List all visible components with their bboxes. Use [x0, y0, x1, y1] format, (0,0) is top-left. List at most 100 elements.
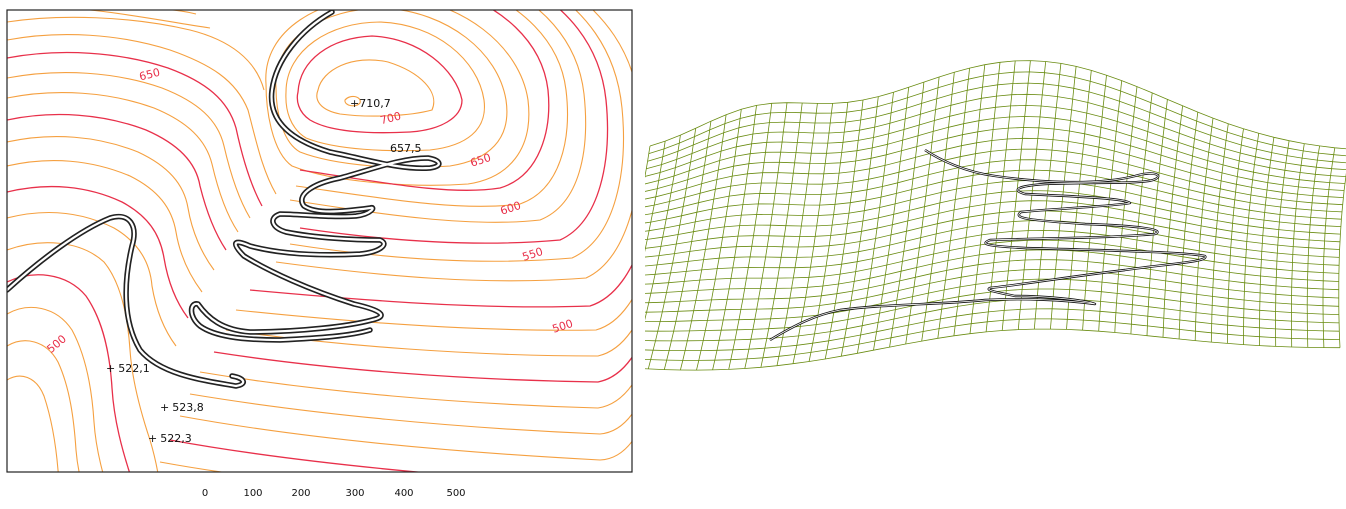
mesh-line — [633, 179, 1341, 234]
mesh-line — [857, 92, 894, 354]
mesh-line — [1146, 99, 1168, 336]
mesh-line — [646, 93, 1346, 171]
contour-label: 650 — [138, 66, 162, 84]
mesh-line — [1033, 63, 1062, 330]
contour-label: 600 — [499, 199, 523, 218]
contour-line — [7, 340, 80, 472]
mesh-line — [627, 210, 1340, 259]
scale-tick-label: 400 — [394, 488, 413, 499]
scale-tick-label: 500 — [446, 488, 465, 499]
contour-line — [275, 10, 508, 169]
mesh-line — [953, 64, 986, 336]
mesh-line — [840, 96, 879, 357]
contour-line — [7, 51, 263, 207]
spot-height-label: +522,3 — [148, 432, 192, 445]
mesh-line — [1114, 86, 1138, 333]
contour-line — [7, 34, 277, 195]
mesh-line — [663, 121, 712, 370]
contour-map: 650 700 650 600 550 500 500 +710,7 657,5… — [6, 9, 633, 499]
terrain-mesh-panel — [599, 0, 1346, 504]
contour-line — [225, 328, 632, 357]
contour-line — [159, 461, 226, 472]
contour-line — [235, 298, 632, 331]
contour-line — [213, 351, 632, 383]
road-centerline-west — [7, 215, 245, 388]
contour-map-panel: 650 700 650 600 550 500 500 +710,7 657,5… — [0, 0, 640, 504]
spot-height-label: 657,5 — [390, 142, 422, 155]
contour-line — [7, 375, 59, 472]
mesh-line — [937, 68, 970, 339]
spot-height-label: +523,8 — [160, 401, 204, 414]
contour-line — [7, 113, 227, 251]
mesh-line — [728, 103, 773, 370]
mesh-line — [1162, 105, 1183, 338]
contour-line — [289, 10, 587, 223]
contour-line — [316, 59, 435, 117]
mesh-line — [1017, 61, 1047, 330]
mesh-line — [1130, 92, 1153, 335]
contour-line — [7, 274, 131, 472]
contour-label: 550 — [521, 245, 545, 264]
scale-tick-label: 200 — [291, 488, 310, 499]
contour-line — [299, 10, 609, 244]
contour-line — [140, 10, 197, 15]
mesh-line — [637, 159, 1343, 217]
scale-tick-label: 100 — [243, 488, 262, 499]
scale-bar: 0 100 200 300 400 500 — [202, 488, 466, 499]
scale-tick-label: 300 — [345, 488, 364, 499]
contour-line — [296, 35, 463, 134]
mesh-line — [1306, 145, 1320, 348]
contour-line — [344, 95, 361, 107]
contour-line — [199, 371, 632, 409]
contour-line — [7, 306, 104, 472]
contour-line — [289, 10, 624, 262]
contour-line — [169, 439, 424, 472]
mesh-line — [1194, 118, 1214, 341]
mesh-line — [873, 87, 910, 351]
contour-line — [265, 10, 530, 186]
mesh-line — [680, 114, 727, 371]
mesh-line — [615, 141, 666, 368]
spot-height-label: +522,1 — [106, 362, 150, 375]
mesh-line — [696, 109, 742, 371]
contour-line — [7, 160, 203, 293]
map-frame — [6, 9, 633, 473]
mesh-line — [610, 288, 1339, 332]
mesh-line — [712, 105, 757, 370]
mesh-line — [1082, 75, 1107, 331]
contour-line — [7, 136, 215, 271]
contour-line — [7, 16, 265, 91]
mesh-line — [921, 72, 955, 342]
mesh-line — [1322, 147, 1336, 348]
terrain-wireframe — [599, 60, 1346, 371]
mesh-line — [1338, 172, 1346, 348]
mesh-line — [824, 99, 864, 360]
contour-line — [189, 393, 632, 435]
mesh-line — [1001, 60, 1031, 331]
mesh-road — [769, 149, 1207, 342]
mesh-line — [643, 116, 1346, 185]
mesh-line — [625, 220, 1340, 268]
mesh-road-centerline — [769, 149, 1206, 341]
contour-line — [285, 21, 485, 152]
mesh-line — [808, 102, 849, 362]
mesh-grid — [599, 60, 1346, 371]
mesh-line — [1210, 123, 1229, 343]
mesh-line — [1291, 143, 1305, 348]
mesh-line — [1275, 140, 1290, 347]
contour-line — [295, 10, 569, 207]
mesh-line — [744, 102, 788, 369]
contour-line — [89, 10, 211, 29]
mesh-line — [647, 128, 697, 369]
mesh-line — [760, 102, 803, 368]
contour-line — [7, 242, 159, 472]
contour-label: 500 — [551, 317, 575, 336]
mesh-line — [1227, 128, 1244, 344]
map-background — [7, 10, 632, 472]
contour-label: 650 — [469, 151, 493, 170]
contour-line — [7, 211, 177, 347]
mesh-line — [1066, 70, 1092, 330]
mesh-line — [1259, 137, 1275, 346]
contour-lines — [7, 10, 632, 472]
spot-height-label: +710,7 — [350, 97, 391, 110]
